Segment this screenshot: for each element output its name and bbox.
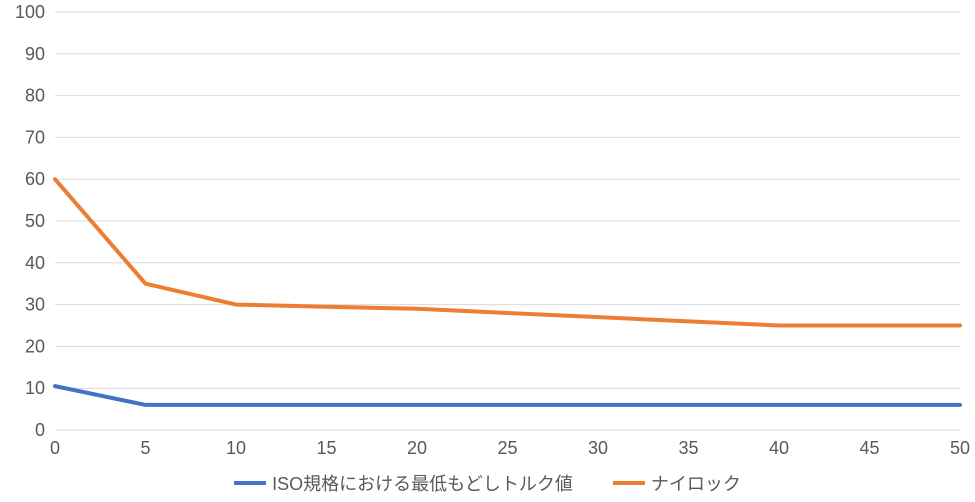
svg-text:5: 5	[140, 438, 150, 458]
chart-plot-area: 0 10 20 30 40 50 60 70 80 90 100 0 5 10 15 20 25 30 35 40 45…	[0, 0, 975, 502]
svg-text:20: 20	[407, 438, 427, 458]
legend-label-nylock: ナイロック	[651, 470, 741, 496]
svg-text:70: 70	[25, 127, 45, 147]
svg-text:40: 40	[25, 253, 45, 273]
svg-text:90: 90	[25, 44, 45, 64]
svg-text:30: 30	[25, 295, 45, 315]
svg-text:10: 10	[25, 378, 45, 398]
svg-text:10: 10	[226, 438, 246, 458]
svg-text:40: 40	[769, 438, 789, 458]
legend-swatch-iso	[234, 481, 266, 485]
legend-swatch-nylock	[613, 481, 645, 485]
legend-item-iso: ISO規格における最低もどしトルク値	[234, 470, 573, 496]
legend-item-nylock: ナイロック	[613, 470, 741, 496]
svg-text:100: 100	[15, 2, 45, 22]
svg-text:60: 60	[25, 169, 45, 189]
svg-text:45: 45	[859, 438, 879, 458]
svg-text:0: 0	[50, 438, 60, 458]
svg-text:0: 0	[35, 420, 45, 440]
chart-legend: ISO規格における最低もどしトルク値 ナイロック	[0, 470, 975, 496]
svg-text:20: 20	[25, 336, 45, 356]
legend-label-iso: ISO規格における最低もどしトルク値	[272, 470, 573, 496]
svg-text:50: 50	[25, 211, 45, 231]
svg-text:80: 80	[25, 86, 45, 106]
svg-text:35: 35	[678, 438, 698, 458]
svg-text:15: 15	[316, 438, 336, 458]
svg-text:30: 30	[588, 438, 608, 458]
svg-text:50: 50	[950, 438, 970, 458]
line-chart: 0 10 20 30 40 50 60 70 80 90 100 0 5 10 15 20 25 30 35 40 45…	[0, 0, 975, 502]
svg-text:25: 25	[497, 438, 517, 458]
